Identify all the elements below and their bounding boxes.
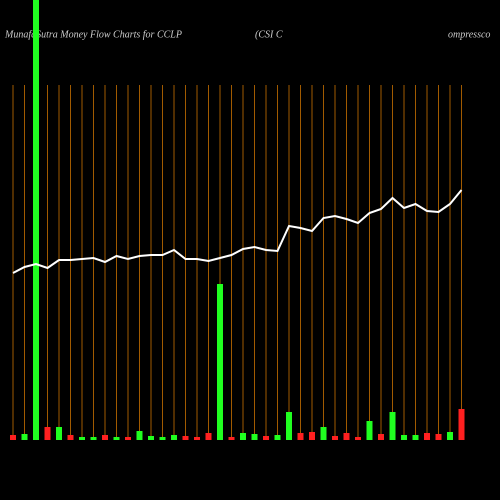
bar — [10, 435, 16, 440]
bar — [171, 435, 177, 440]
bar — [194, 437, 200, 440]
bar — [343, 433, 350, 440]
bar — [136, 431, 143, 440]
bar — [21, 434, 28, 440]
bar — [148, 436, 154, 440]
bar — [366, 421, 373, 440]
bar — [412, 435, 419, 440]
bar — [56, 427, 62, 440]
bar — [378, 434, 384, 440]
bar — [159, 437, 166, 440]
bar — [240, 433, 246, 440]
bar — [435, 434, 442, 440]
bar — [113, 437, 120, 440]
bar — [125, 437, 131, 440]
chart-subtitle-tail: ompressco — [448, 29, 490, 40]
plot — [10, 0, 465, 440]
bar — [79, 437, 85, 440]
bar — [401, 435, 407, 440]
bar — [263, 436, 269, 440]
bar — [458, 409, 465, 440]
bar — [228, 437, 235, 440]
bar — [309, 432, 315, 440]
bar — [251, 434, 258, 440]
line — [12, 189, 463, 274]
bar — [205, 433, 212, 440]
bar — [355, 437, 361, 440]
bar — [274, 435, 281, 440]
bar — [389, 412, 396, 440]
bar — [297, 433, 304, 440]
chart-subtitle: (CSI C — [255, 29, 283, 40]
bar — [424, 433, 430, 440]
bar — [217, 284, 223, 440]
bar — [182, 436, 189, 440]
bar — [67, 435, 74, 440]
bar — [102, 435, 108, 440]
bar — [44, 427, 51, 440]
bar — [33, 0, 39, 440]
bar — [286, 412, 292, 440]
bar — [447, 432, 453, 440]
bar — [320, 427, 327, 440]
bar — [90, 437, 97, 440]
bar — [332, 436, 338, 440]
chart-title: MunafaSutra Money Flow Charts for CCLP — [4, 29, 182, 40]
